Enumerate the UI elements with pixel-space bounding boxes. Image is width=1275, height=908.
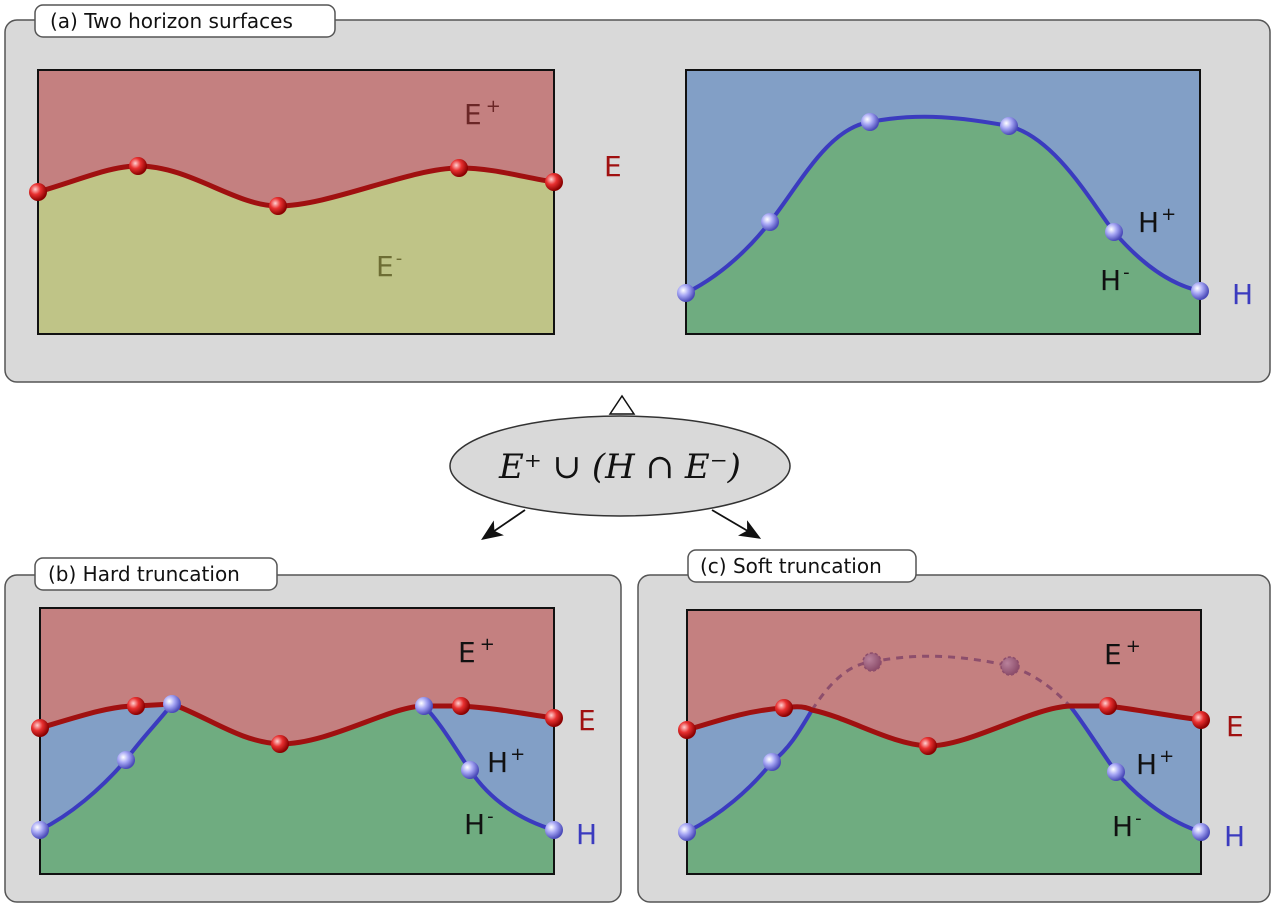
c-h-plus-label: H + bbox=[1136, 746, 1174, 781]
c-ghost-node bbox=[1000, 656, 1020, 676]
surface-h-plot: H + H- H bbox=[677, 69, 1253, 335]
e-node bbox=[545, 173, 563, 191]
b-h-above-region-right bbox=[424, 706, 554, 830]
b-h-below-region bbox=[40, 704, 554, 874]
panel-b: (b) Hard truncation E + H + bbox=[4, 557, 622, 903]
b-e-node bbox=[545, 709, 563, 727]
h-node bbox=[1105, 223, 1123, 241]
surface-e-plot: E + E- E bbox=[29, 69, 622, 335]
b-e-surface-label: E bbox=[578, 704, 596, 737]
h-node bbox=[1191, 282, 1209, 300]
c-e-surface-label: E bbox=[1226, 710, 1244, 743]
panel-b-title: (b) Hard truncation bbox=[48, 562, 240, 586]
hard-truncation-plot: E + H + H- E H bbox=[31, 607, 597, 875]
e-node bbox=[450, 159, 468, 177]
c-h-hidden-curve bbox=[810, 654, 1072, 711]
c-h-above-region-left bbox=[687, 706, 812, 832]
e-plot-frame bbox=[37, 69, 555, 335]
c-e-node bbox=[775, 699, 793, 717]
c-h-surface-label: H bbox=[1224, 820, 1245, 853]
c-e-node bbox=[919, 737, 937, 755]
c-h-node bbox=[1107, 763, 1125, 781]
panel-a-title: (a) Two horizon surfaces bbox=[50, 9, 293, 33]
h-surface-label: H bbox=[1232, 278, 1253, 311]
panel-c-title-tab bbox=[687, 549, 917, 583]
c-e-node bbox=[678, 721, 696, 739]
panel-b-title-tab bbox=[34, 557, 278, 591]
b-e-node bbox=[271, 735, 289, 753]
panel-a: (a) Two horizon surfaces E + E- E bbox=[4, 4, 1271, 383]
e-node bbox=[269, 197, 287, 215]
arrow-to-panel-c bbox=[711, 509, 762, 539]
b-h-plus-label: H + bbox=[487, 744, 525, 779]
c-h-node bbox=[1192, 823, 1210, 841]
h-node bbox=[1000, 117, 1018, 135]
b-h-surface-label: H bbox=[576, 818, 597, 851]
c-h-below-region bbox=[687, 706, 1201, 874]
b-h-node bbox=[415, 697, 433, 715]
c-e-node bbox=[1099, 697, 1117, 715]
h-node bbox=[677, 284, 695, 302]
c-h-node bbox=[678, 823, 696, 841]
b-e-node bbox=[31, 719, 49, 737]
b-h-node bbox=[31, 821, 49, 839]
arrow-to-panel-b bbox=[481, 509, 526, 541]
b-h-node bbox=[117, 751, 135, 769]
b-h-node bbox=[545, 821, 563, 839]
h-plus-label: H + bbox=[1138, 204, 1176, 239]
formula-up-arrow bbox=[608, 394, 636, 415]
h-minus-label: H- bbox=[1100, 262, 1130, 297]
e-node bbox=[129, 157, 147, 175]
b-h-minus-label: H- bbox=[464, 806, 494, 841]
e-node bbox=[29, 183, 47, 201]
formula-group: E⁺ ∪ (H ∩ E⁻) bbox=[449, 394, 791, 541]
panel-c-title: (c) Soft truncation bbox=[700, 554, 882, 578]
soft-truncation-plot: E + H + H- E H bbox=[678, 609, 1245, 875]
b-e-plus-label: E + bbox=[458, 634, 495, 669]
e-surface-label: E bbox=[604, 150, 622, 183]
b-h-node bbox=[461, 761, 479, 779]
b-h-node bbox=[163, 695, 181, 713]
b-e-node bbox=[127, 697, 145, 715]
panel-c: (c) Soft truncation E + H + H- bbox=[637, 549, 1271, 903]
c-h-above-region-right bbox=[1070, 706, 1201, 832]
e-plus-label: E + bbox=[464, 96, 501, 131]
c-h-minus-label: H- bbox=[1112, 808, 1142, 843]
h-below-region bbox=[686, 116, 1200, 334]
formula-text: E⁺ ∪ (H ∩ E⁻) bbox=[498, 447, 741, 487]
b-h-above-region-left bbox=[40, 704, 172, 830]
c-plot-frame bbox=[686, 609, 1202, 875]
c-ghost-node bbox=[862, 652, 882, 672]
b-e-node bbox=[452, 697, 470, 715]
h-plot-frame bbox=[685, 69, 1201, 335]
e-below-region bbox=[38, 166, 554, 334]
panel-a-title-tab bbox=[34, 4, 336, 38]
c-e-node bbox=[1192, 711, 1210, 729]
h-node bbox=[861, 113, 879, 131]
c-h-node bbox=[763, 753, 781, 771]
e-minus-label: E- bbox=[376, 248, 402, 283]
b-plot-frame bbox=[39, 607, 555, 875]
h-node bbox=[761, 213, 779, 231]
formula-ellipse bbox=[449, 415, 791, 517]
c-e-plus-label: E + bbox=[1104, 636, 1141, 671]
